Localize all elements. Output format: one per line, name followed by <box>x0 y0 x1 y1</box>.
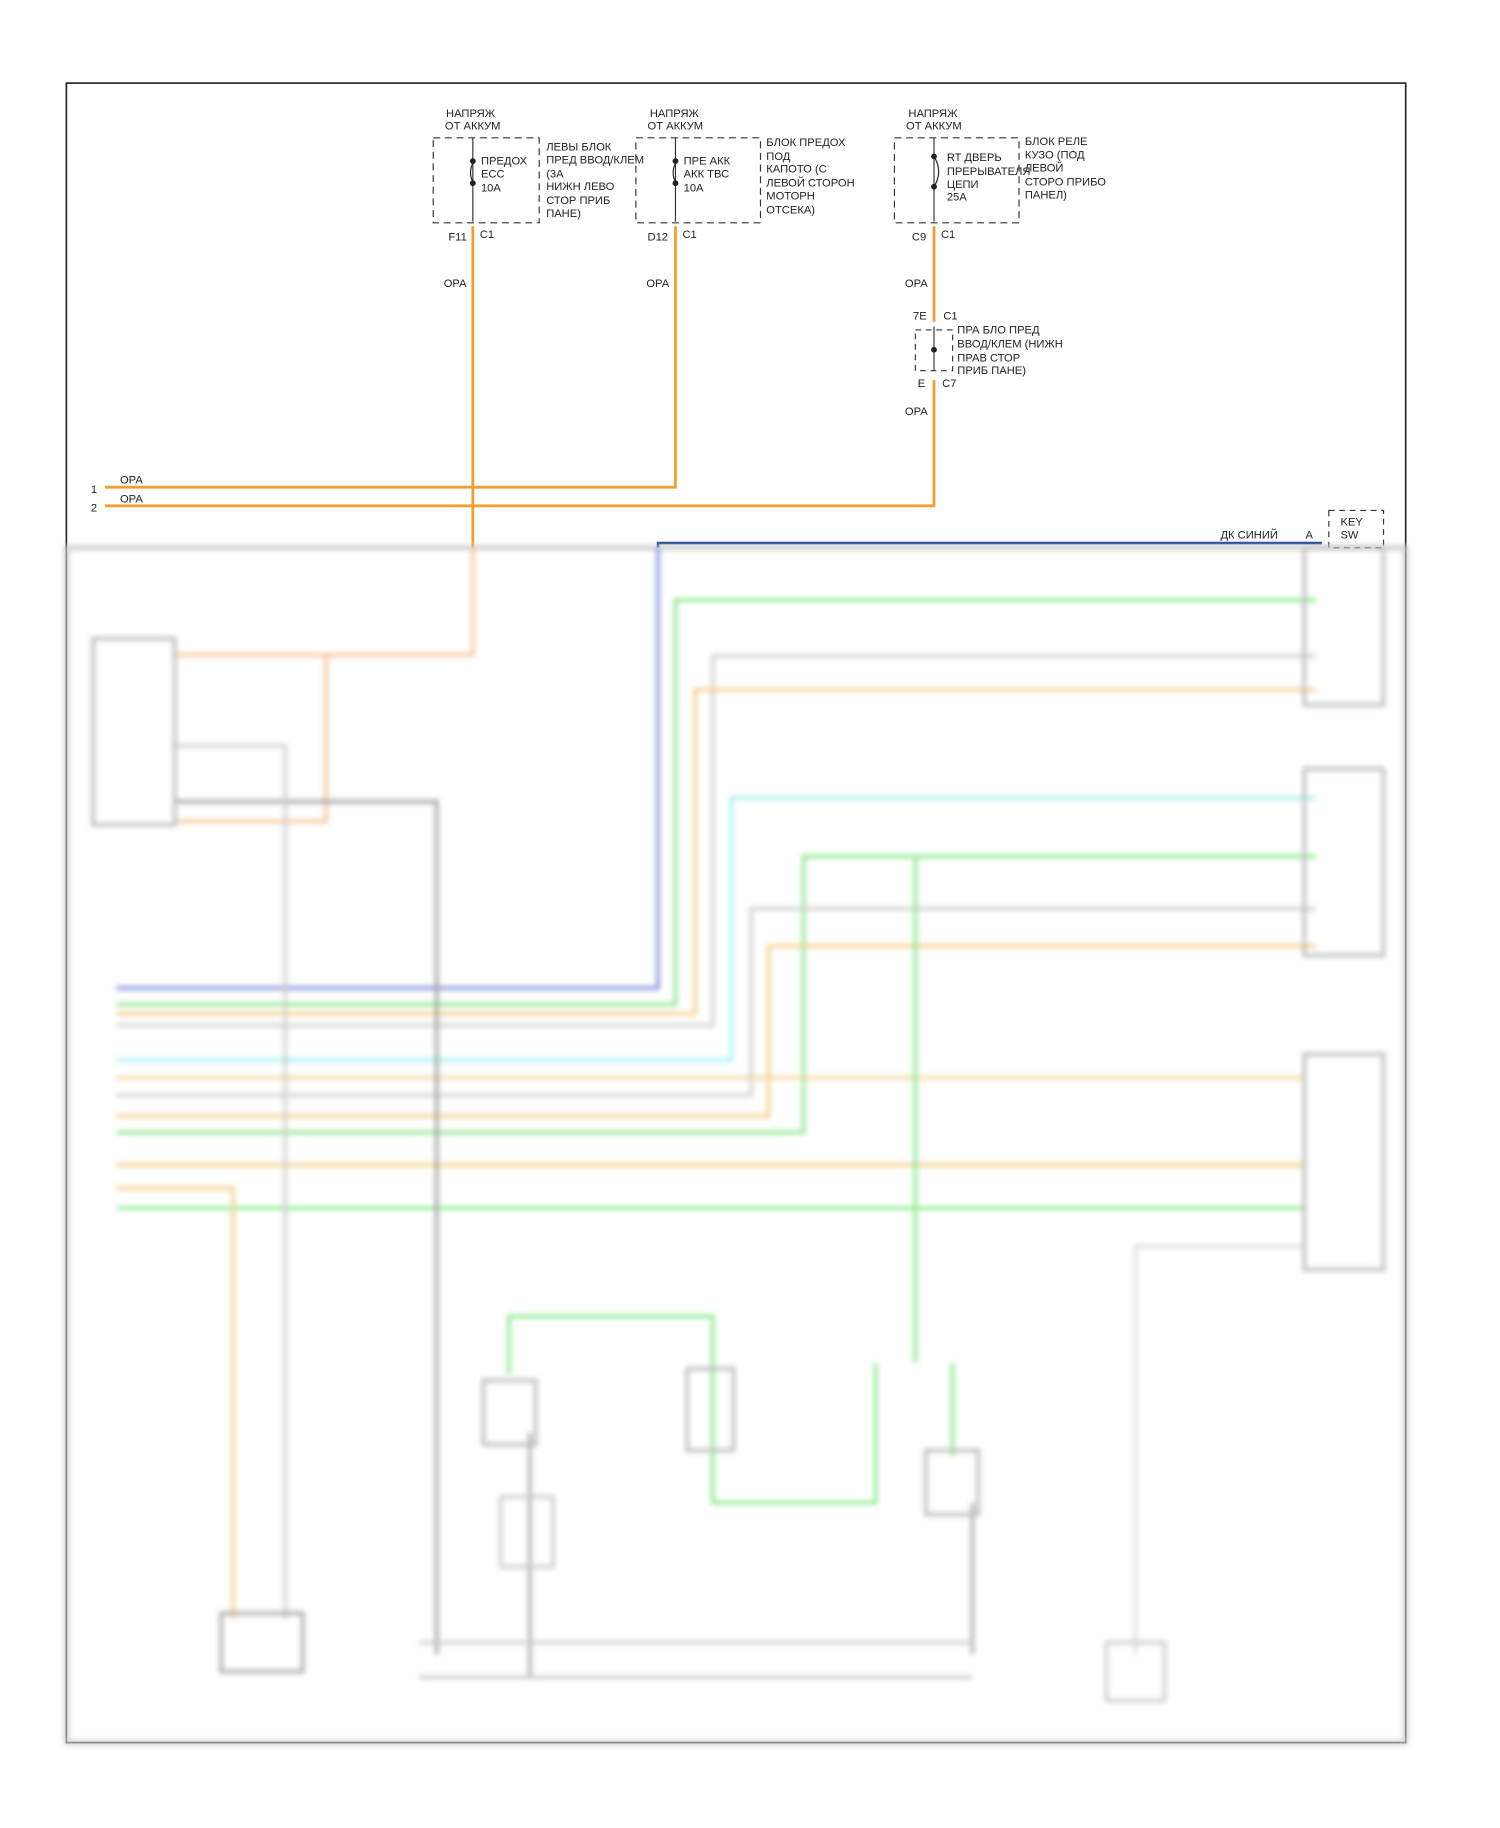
svg-text:(3А: (3А <box>546 168 564 180</box>
svg-text:7E: 7E <box>913 310 927 322</box>
svg-text:НАПРЯЖ: НАПРЯЖ <box>908 108 958 120</box>
svg-text:10А: 10А <box>684 182 704 194</box>
svg-text:E: E <box>918 378 925 390</box>
fuse-box-outline <box>893 137 1020 224</box>
svg-text:ОТ АККУМ: ОТ АККУМ <box>906 121 962 133</box>
svg-text:C1: C1 <box>941 229 955 241</box>
svg-text:ЕСС: ЕСС <box>481 168 505 180</box>
fuse-ecc: НАПРЯЖ ОТ АККУМ ПРЕДОХ ЕСС 10А ЛЕВЫ БЛОК… <box>432 108 644 290</box>
svg-text:ЦЕПИ: ЦЕПИ <box>947 179 979 191</box>
key-switch: ДК СИНИЙ A KEY SW <box>656 509 1385 549</box>
svg-text:A: A <box>1306 529 1314 541</box>
svg-text:СТОР ПРИБ: СТОР ПРИБ <box>546 195 610 207</box>
svg-text:C1: C1 <box>682 229 696 241</box>
svg-text:ОРА: ОРА <box>444 278 467 290</box>
svg-text:ПРАВ СТОР: ПРАВ СТОР <box>957 352 1020 364</box>
svg-text:ПРЕД ВВОД/КЛЕМ: ПРЕД ВВОД/КЛЕМ <box>546 154 644 166</box>
fuse-box-outline <box>432 137 540 224</box>
source-label: НАПРЯЖ <box>446 108 496 120</box>
svg-text:НИЖН ЛЕВО: НИЖН ЛЕВО <box>546 181 614 193</box>
svg-text:25А: 25А <box>947 192 967 204</box>
svg-text:ЛЕВОЙ СТОРОН: ЛЕВОЙ СТОРОН <box>766 177 854 190</box>
diagram-frame <box>65 82 1407 1744</box>
svg-text:ПРА БЛО ПРЕД: ПРА БЛО ПРЕД <box>957 324 1040 336</box>
svg-text:ОРА: ОРА <box>646 278 669 290</box>
svg-text:ПАНЕ): ПАНЕ) <box>546 208 581 220</box>
svg-text:KEY: KEY <box>1340 517 1363 529</box>
svg-text:КУЗО (ПОД: КУЗО (ПОД <box>1025 150 1085 162</box>
svg-text:SW: SW <box>1340 529 1358 541</box>
svg-text:C1: C1 <box>943 310 957 322</box>
svg-text:F11: F11 <box>448 231 466 243</box>
svg-text:ПРЕДОХ: ПРЕДОХ <box>481 156 528 168</box>
offpage-2: 2 <box>91 503 97 515</box>
svg-text:БЛОК РЕЛЕ: БЛОК РЕЛЕ <box>1025 136 1088 148</box>
offpage-1: 1 <box>91 484 97 496</box>
fuse-icon <box>672 163 676 183</box>
svg-text:ОТСЕКА): ОТСЕКА) <box>766 204 815 216</box>
svg-text:БЛОК ПРЕДОХ: БЛОК ПРЕДОХ <box>766 137 846 149</box>
svg-text:C1: C1 <box>480 229 494 241</box>
svg-text:RT ДВЕРЬ: RT ДВЕРЬ <box>947 152 1002 164</box>
svg-text:ЛЕВЫ БЛОК: ЛЕВЫ БЛОК <box>546 142 612 154</box>
source-label: ОТ АККУМ <box>445 121 501 133</box>
svg-text:ПРЕРЫВАТЕЛЯ: ПРЕРЫВАТЕЛЯ <box>947 166 1031 178</box>
svg-text:КАПОТО (С: КАПОТО (С <box>766 164 826 176</box>
junction-block-right: 7E C1 ПРА БЛО ПРЕД ВВОД/КЛЕМ (НИЖН ПРАВ … <box>905 310 1063 417</box>
svg-text:ПРИБ ПАНЕ): ПРИБ ПАНЕ) <box>957 365 1026 377</box>
svg-text:НАПРЯЖ: НАПРЯЖ <box>650 108 700 120</box>
svg-text:10А: 10А <box>481 182 501 194</box>
svg-text:АКК ТВС: АКК ТВС <box>684 168 730 180</box>
svg-text:D12: D12 <box>648 231 669 243</box>
fuse-icon <box>469 163 474 183</box>
circuit-breaker-rt-door: НАПРЯЖ ОТ АККУМ RT ДВЕРЬ ПРЕРЫВАТЕЛЯ ЦЕП… <box>893 108 1106 290</box>
svg-text:ОРА: ОРА <box>120 475 143 487</box>
svg-text:ПОД: ПОД <box>766 151 790 163</box>
svg-text:C9: C9 <box>912 231 926 243</box>
blurred-lower-diagram <box>64 545 1408 1745</box>
svg-text:ДК СИНИЙ: ДК СИНИЙ <box>1220 528 1277 541</box>
orange-wires <box>104 226 936 548</box>
circuit-breaker-icon <box>933 156 940 188</box>
svg-text:C7: C7 <box>942 378 956 390</box>
svg-text:ПРЕ АКК: ПРЕ АКК <box>684 156 731 168</box>
svg-text:ОРА: ОРА <box>905 278 928 290</box>
svg-text:ЛЕВОЙ: ЛЕВОЙ <box>1025 162 1064 175</box>
svg-text:ВВОД/КЛЕМ (НИЖН: ВВОД/КЛЕМ (НИЖН <box>957 338 1063 350</box>
svg-text:ПАНЕЛ): ПАНЕЛ) <box>1025 189 1067 201</box>
svg-text:ОРА: ОРА <box>905 406 928 418</box>
svg-text:ОРА: ОРА <box>120 493 143 505</box>
svg-text:СТОРО ПРИБО: СТОРО ПРИБО <box>1025 177 1106 189</box>
svg-text:МОТОРН: МОТОРН <box>766 191 815 203</box>
fuse-acc: НАПРЯЖ ОТ АККУМ ПРЕ АКК АКК ТВС 10А БЛОК… <box>635 108 855 290</box>
svg-text:ОТ АККУМ: ОТ АККУМ <box>648 121 704 133</box>
fuse-box-outline <box>635 137 762 224</box>
